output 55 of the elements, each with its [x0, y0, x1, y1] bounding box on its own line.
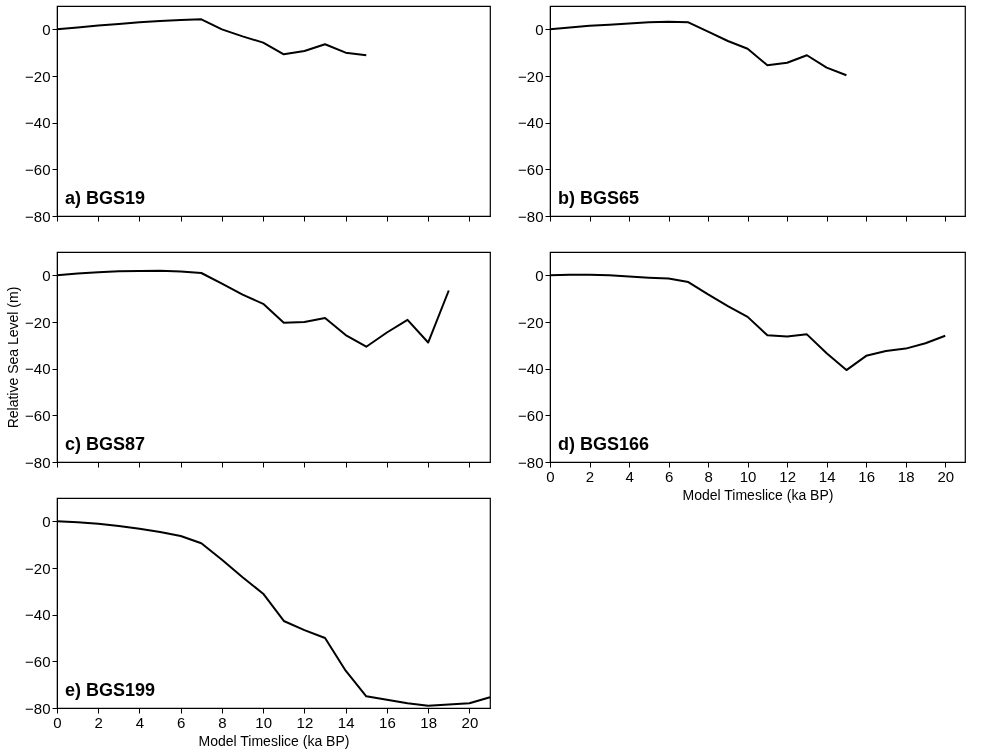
y-tick-label: −80: [25, 699, 51, 717]
y-tick-label: −80: [25, 207, 51, 225]
x-axis-title: Model Timeslice (ka BP): [682, 486, 834, 503]
y-tick-label: −80: [518, 207, 544, 225]
y-tick-label: −20: [518, 313, 544, 331]
x-tick-label: 12: [779, 467, 796, 485]
y-tick-label: −40: [25, 360, 51, 378]
y-tick-label: −40: [25, 114, 51, 132]
x-tick-label: 2: [94, 713, 103, 731]
x-tick-label: 0: [546, 467, 555, 485]
y-axis-title: Relative Sea Level (m): [5, 286, 22, 429]
x-tick-label: 6: [664, 467, 674, 485]
y-tick-label: 0: [535, 266, 544, 284]
x-tick-label: 0: [53, 713, 62, 731]
x-tick-label: 14: [818, 467, 836, 485]
x-tick-label: 12: [296, 713, 314, 731]
text: e) BGS199: [65, 680, 156, 700]
x-tick-label: 20: [461, 713, 479, 731]
x-tick-label: 6: [177, 713, 186, 731]
y-tick-label: 0: [42, 512, 51, 530]
x-tick-label: 4: [625, 467, 634, 485]
y-tick-label: −80: [518, 453, 544, 471]
y-tick-label: −20: [25, 559, 51, 577]
x-tick-label: 10: [255, 713, 273, 731]
x-tick-label: 8: [218, 713, 227, 731]
x-tick-label: 2: [585, 467, 595, 485]
y-tick-label: −80: [25, 453, 51, 471]
text: b) BGS65: [558, 188, 640, 208]
y-tick-label: −40: [518, 114, 544, 132]
x-tick-label: 16: [379, 713, 396, 731]
y-tick-label: −40: [518, 360, 544, 378]
x-tick-label: 18: [897, 467, 915, 485]
y-tick-label: −60: [25, 160, 51, 178]
x-tick-label: 4: [135, 713, 145, 731]
y-tick-label: −20: [25, 313, 51, 331]
x-axis-title: Model Timeslice (ka BP): [198, 732, 350, 749]
x-tick-label: 14: [337, 713, 355, 731]
y-tick-label: −60: [25, 406, 51, 424]
x-tick-label: 8: [704, 467, 713, 485]
y-tick-label: −20: [25, 67, 51, 85]
y-tick-label: 0: [42, 20, 51, 38]
x-tick-label: 18: [420, 713, 437, 731]
y-tick-label: −20: [518, 67, 544, 85]
y-tick-label: −60: [518, 160, 544, 178]
x-tick-label: 20: [937, 467, 955, 485]
text: d) BGS166: [558, 434, 650, 454]
x-tick-label: 16: [858, 467, 876, 485]
text: c) BGS87: [65, 434, 146, 454]
y-tick-label: 0: [42, 266, 51, 284]
y-tick-label: −60: [25, 652, 51, 670]
y-tick-label: −60: [518, 406, 544, 424]
text: a) BGS19: [65, 188, 146, 208]
x-tick-label: 10: [739, 467, 757, 485]
y-tick-label: 0: [535, 20, 544, 38]
y-tick-label: −40: [25, 606, 51, 624]
